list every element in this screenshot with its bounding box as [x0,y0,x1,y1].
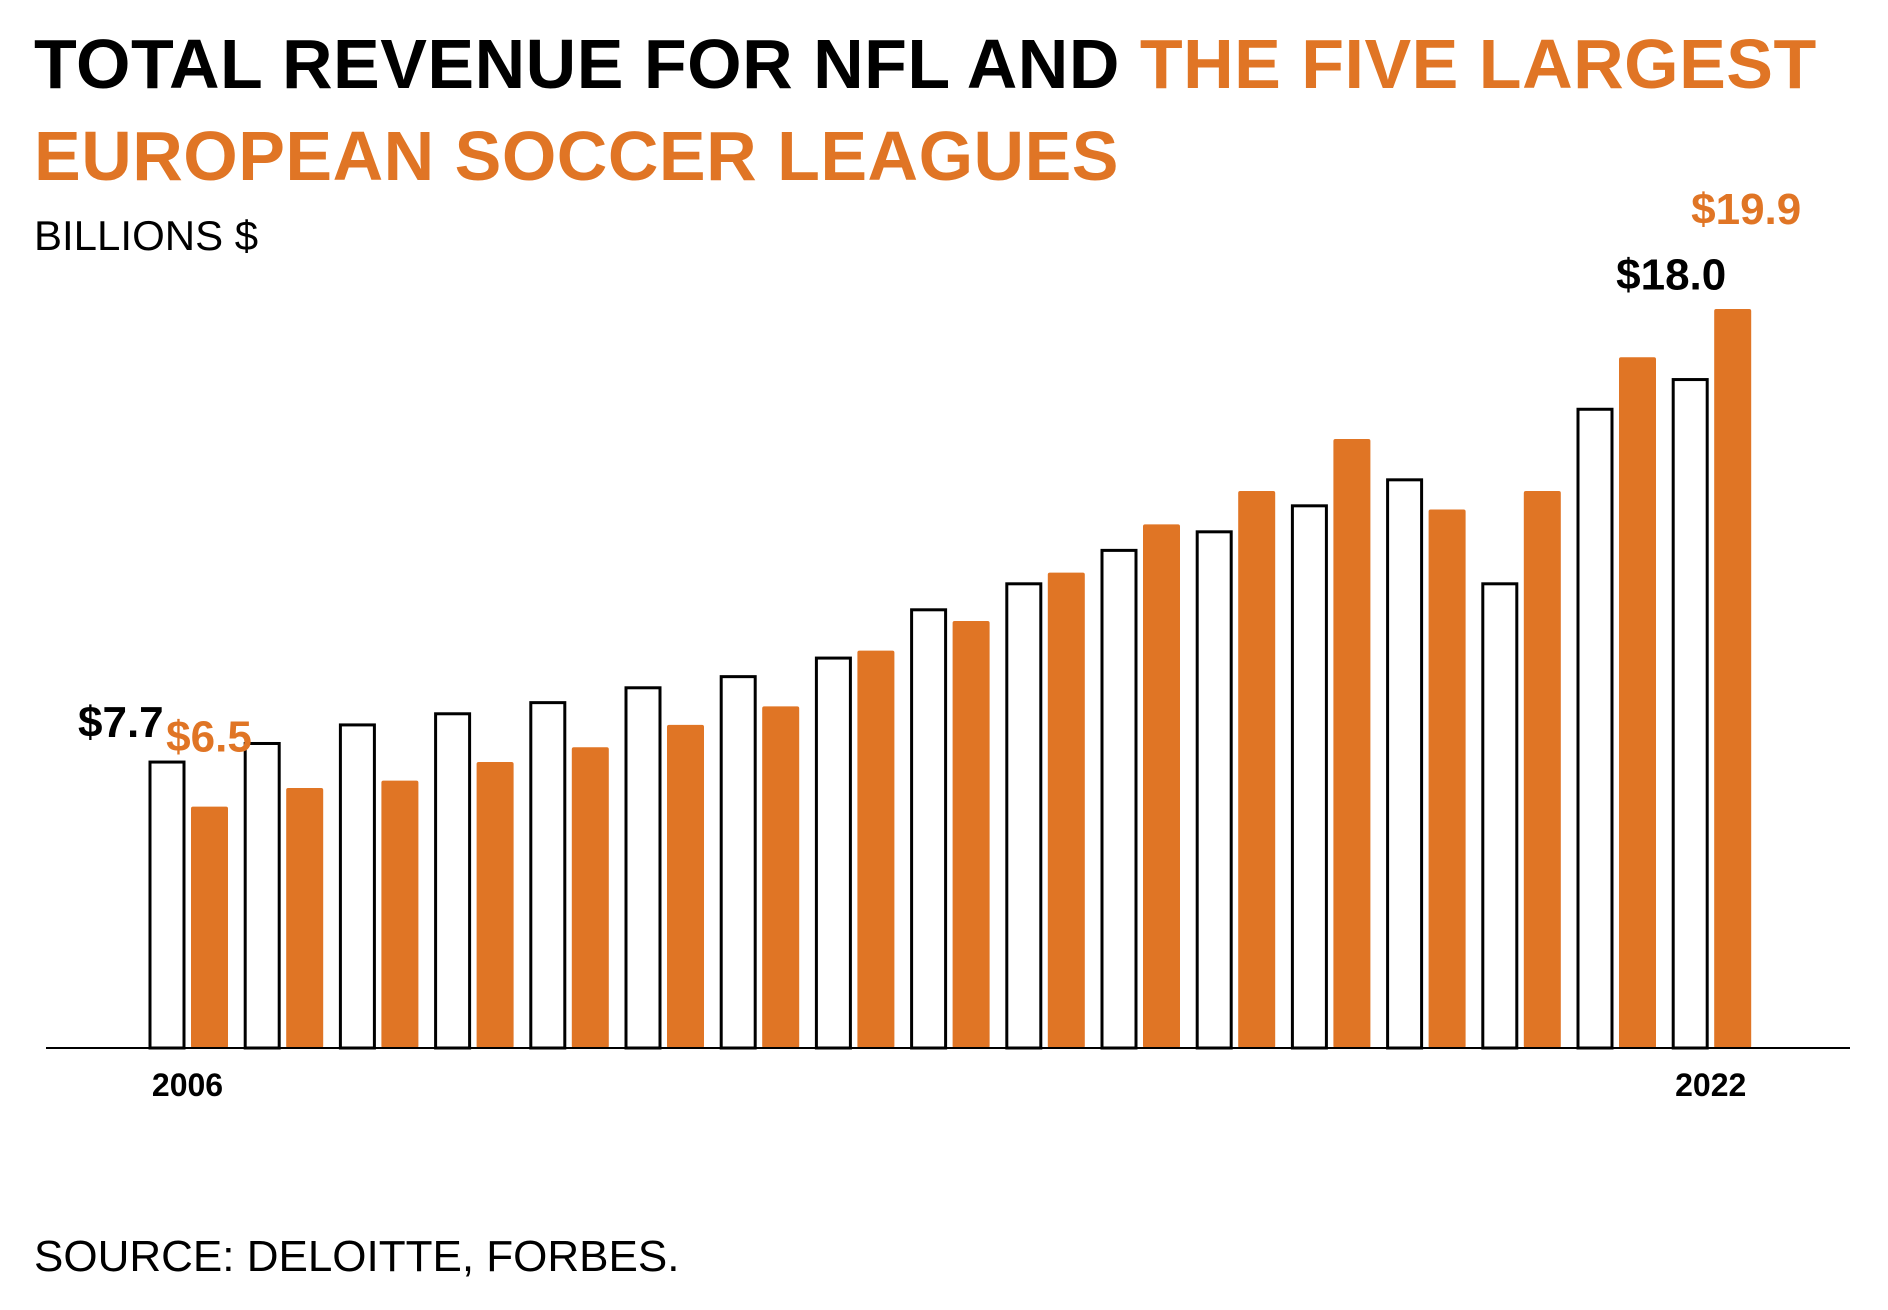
bar-soccer-2016 [1143,524,1180,1048]
bar-nfl-2016 [1100,548,1138,1050]
chart-title-part-1: TOTAL REVENUE FOR NFL AND [34,25,1140,103]
bar-soccer-2008 [381,780,419,1048]
bar-nfl-2007 [243,741,281,1050]
bar-nfl-2010 [529,701,567,1050]
bar-nfl-2015 [1005,582,1043,1050]
bar-soccer-2011 [667,724,704,1048]
chart-title-part-2: THE FIVE LARGEST EUROPEAN SOCCER LEAGUES [34,25,1817,195]
x-tick-label-2006: 2006 [152,1067,223,1103]
bar-soccer-2012 [762,706,800,1048]
bar-nfl-2020 [1481,582,1519,1050]
bar-soccer-2007 [286,788,324,1048]
bar-soccer-2017 [1238,490,1276,1048]
bar-nfl-2008 [338,723,376,1050]
value-label-soccer-2022: $19.9 [1691,185,1801,234]
bar-soccer-2009 [476,762,514,1048]
bar-nfl-2011 [624,686,662,1050]
value-label-soccer-2006: $6.5 [166,713,252,762]
units-label: BILLIONS $ [34,212,259,259]
bar-nfl-2022 [1671,378,1709,1050]
bar-nfl-2014 [910,608,948,1050]
bar-nfl-2012 [719,675,757,1050]
bar-nfl-2018 [1290,504,1328,1050]
bar-nfl-2021 [1576,407,1614,1050]
bar-soccer-2006 [191,806,228,1048]
bars-layer [148,309,1752,1050]
bar-soccer-2013 [857,650,895,1048]
bar-nfl-2019 [1386,478,1424,1050]
bar-nfl-2006 [148,760,186,1050]
bar-soccer-2021 [1619,357,1656,1048]
labels-layer: 2006 $7.7 $6.5 2022 $18.0 $19.9 [78,185,1801,1103]
bar-soccer-2014 [952,620,990,1048]
bar-soccer-2018 [1333,438,1371,1049]
value-label-nfl-2022: $18.0 [1616,251,1726,300]
bar-soccer-2022 [1714,309,1752,1048]
bar-soccer-2015 [1047,572,1085,1048]
bar-nfl-2009 [434,712,472,1050]
x-tick-label-2022: 2022 [1675,1067,1746,1103]
bar-nfl-2017 [1195,530,1233,1050]
bar-soccer-2019 [1428,509,1466,1048]
source-note: SOURCE: DELOITTE, FORBES. [34,1232,680,1281]
bar-soccer-2020 [1523,490,1561,1048]
chart-title: TOTAL REVENUE FOR NFL AND THE FIVE LARGE… [34,18,1874,202]
bar-nfl-2013 [814,656,852,1050]
bar-soccer-2010 [571,747,609,1048]
value-label-nfl-2006: $7.7 [78,698,164,747]
